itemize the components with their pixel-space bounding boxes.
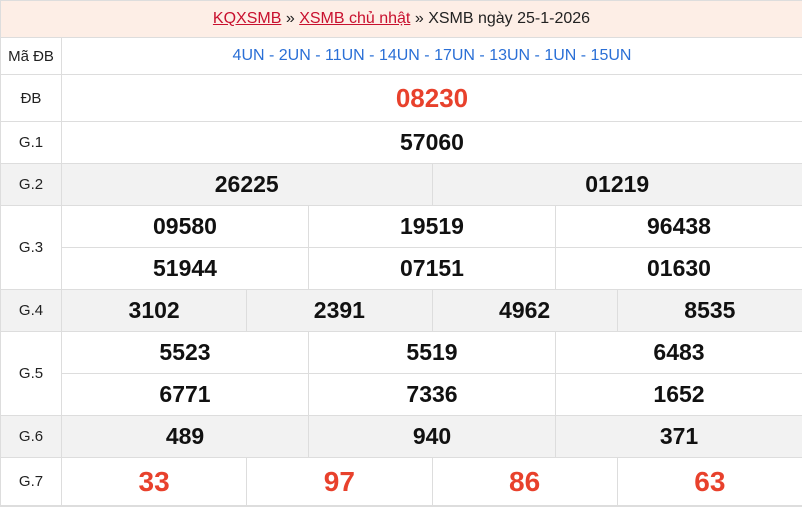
prize-number: 5519 xyxy=(308,332,555,373)
prize-number: 01630 xyxy=(555,248,802,289)
prize-number: 5523 xyxy=(62,332,308,373)
prize-number: 6483 xyxy=(555,332,802,373)
row-label: G.7 xyxy=(1,458,62,505)
prize-number: 97 xyxy=(246,458,431,505)
breadcrumb-home-link[interactable]: KQXSMB xyxy=(213,10,281,27)
row-label: G.3 xyxy=(1,206,62,289)
prize-number: 371 xyxy=(555,416,802,457)
prize-number: 07151 xyxy=(308,248,555,289)
breadcrumb-separator: » xyxy=(286,10,295,27)
breadcrumb-current: XSMB ngày 25-1-2026 xyxy=(428,10,590,27)
prize-number: 19519 xyxy=(308,206,555,247)
prize-number: 8535 xyxy=(617,290,802,331)
row-label: ĐB xyxy=(1,75,62,121)
row-label: G.6 xyxy=(1,416,62,457)
special-codes: 4UN - 2UN - 11UN - 14UN - 17UN - 13UN - … xyxy=(62,38,802,74)
prize-number: 86 xyxy=(432,458,617,505)
row-label: Mã ĐB xyxy=(1,38,62,74)
prize-number: 4962 xyxy=(432,290,617,331)
row-label: G.1 xyxy=(1,122,62,163)
prize-number: 6771 xyxy=(62,374,308,415)
prize-number: 489 xyxy=(62,416,308,457)
breadcrumb-separator: » xyxy=(415,10,424,27)
prize-number: 26225 xyxy=(62,164,432,205)
prize-number: 33 xyxy=(62,458,246,505)
prize-number: 7336 xyxy=(308,374,555,415)
prize-number: 09580 xyxy=(62,206,308,247)
row-ma-db: Mã ĐB 4UN - 2UN - 11UN - 14UN - 17UN - 1… xyxy=(1,38,802,75)
prize-number: 940 xyxy=(308,416,555,457)
row-label: G.4 xyxy=(1,290,62,331)
prize-number: 01219 xyxy=(432,164,802,205)
prize-number: 51944 xyxy=(62,248,308,289)
prize-number: 3102 xyxy=(62,290,246,331)
prize-number: 63 xyxy=(617,458,802,505)
prize-number: 96438 xyxy=(555,206,802,247)
breadcrumb-day-link[interactable]: XSMB chủ nhật xyxy=(299,10,410,27)
row-label: G.2 xyxy=(1,164,62,205)
breadcrumb: KQXSMB » XSMB chủ nhật » XSMB ngày 25-1-… xyxy=(1,1,802,38)
row-label: G.5 xyxy=(1,332,62,415)
prize-number: 08230 xyxy=(62,75,802,121)
prize-number: 2391 xyxy=(246,290,431,331)
prize-number: 57060 xyxy=(62,122,802,163)
prize-number: 1652 xyxy=(555,374,802,415)
